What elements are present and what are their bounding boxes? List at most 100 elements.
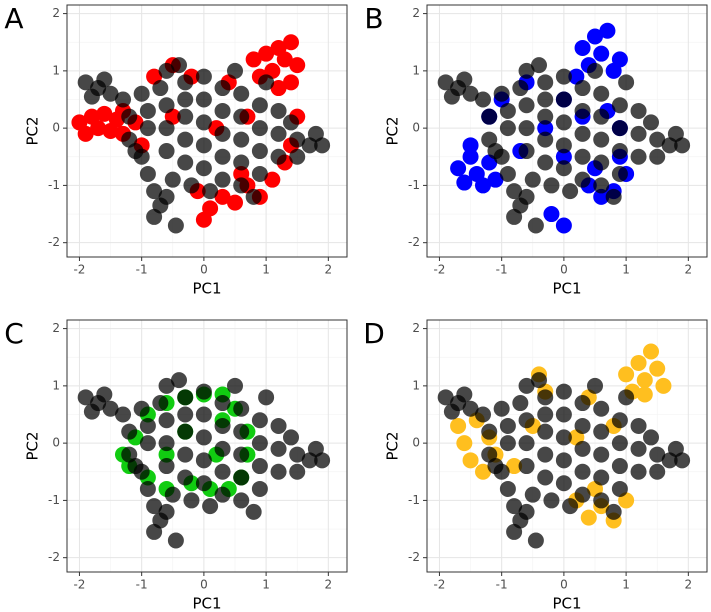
- point: [599, 22, 616, 39]
- point: [499, 102, 516, 119]
- point: [115, 91, 131, 108]
- plot-border: [426, 319, 708, 573]
- point: [630, 354, 647, 371]
- point: [195, 160, 212, 177]
- point: [593, 400, 610, 417]
- point: [183, 492, 200, 509]
- point: [167, 532, 184, 549]
- point: [593, 423, 610, 440]
- point: [555, 406, 572, 423]
- plot-border: [426, 4, 708, 258]
- point: [115, 406, 131, 423]
- points: [437, 22, 691, 234]
- point: [593, 188, 610, 205]
- x-tick-label: -2: [73, 578, 85, 592]
- point: [481, 423, 498, 440]
- point: [555, 475, 572, 492]
- point: [158, 120, 175, 137]
- point: [574, 148, 591, 165]
- point: [177, 469, 194, 486]
- point: [493, 400, 510, 417]
- x-tick-label: -2: [433, 263, 445, 277]
- x-tick-label: 2: [325, 578, 333, 592]
- x-tick-label: -1: [136, 578, 148, 592]
- point: [146, 523, 163, 540]
- point: [227, 377, 243, 394]
- point: [77, 74, 94, 91]
- point: [537, 108, 554, 125]
- point: [158, 412, 175, 429]
- point: [667, 125, 684, 142]
- point: [245, 503, 262, 520]
- x-tick-label: 0: [200, 263, 208, 277]
- point: [537, 154, 554, 171]
- x-tick-label: 0: [560, 263, 568, 277]
- point: [537, 120, 554, 137]
- point: [233, 85, 250, 102]
- x-tick-label: -1: [496, 578, 508, 592]
- point: [251, 97, 268, 114]
- point: [537, 423, 554, 440]
- y-tick-label: -2: [408, 235, 420, 249]
- point: [251, 143, 268, 160]
- point: [643, 343, 659, 360]
- point: [139, 480, 156, 497]
- point: [258, 45, 275, 62]
- point: [618, 366, 635, 383]
- point: [195, 68, 212, 85]
- point: [202, 183, 219, 200]
- plot-border: [66, 319, 348, 573]
- point: [649, 360, 666, 377]
- y-axis-label: PC2: [24, 116, 42, 145]
- x-tick-label: 1: [622, 263, 630, 277]
- plot-background: [427, 5, 707, 257]
- x-tick-label: 2: [325, 263, 333, 277]
- point: [555, 137, 572, 154]
- point: [527, 532, 544, 549]
- point: [177, 423, 194, 440]
- point: [593, 177, 610, 194]
- point: [158, 143, 175, 160]
- point: [593, 45, 610, 62]
- point: [475, 177, 491, 194]
- y-tick-label: -1: [48, 178, 60, 192]
- point: [618, 74, 635, 91]
- point: [195, 211, 212, 228]
- y-tick-label: 2: [412, 6, 420, 20]
- point: [537, 131, 554, 148]
- x-tick-label: 1: [262, 263, 270, 277]
- point: [270, 463, 287, 480]
- point: [270, 102, 287, 119]
- point: [83, 403, 100, 420]
- point: [537, 406, 554, 423]
- point: [580, 509, 597, 526]
- point: [102, 85, 119, 102]
- point: [90, 120, 107, 137]
- point: [177, 74, 194, 91]
- point: [251, 412, 268, 429]
- x-tick-label: 1: [622, 578, 630, 592]
- point: [531, 372, 547, 389]
- point: [555, 68, 572, 85]
- point: [289, 131, 306, 148]
- point: [506, 208, 523, 225]
- y-tick-label: -1: [48, 493, 60, 507]
- y-tick-label: -1: [408, 493, 420, 507]
- point: [195, 452, 212, 469]
- point: [177, 446, 194, 463]
- point: [158, 458, 175, 475]
- y-tick-label: 1: [52, 63, 60, 77]
- point: [636, 372, 653, 389]
- point: [450, 417, 467, 434]
- point: [171, 372, 187, 389]
- point: [456, 71, 473, 88]
- point: [133, 85, 150, 102]
- y-tick-label: 2: [412, 321, 420, 335]
- point: [158, 62, 175, 79]
- point: [214, 395, 231, 412]
- y-tick-label: -2: [408, 550, 420, 564]
- y-axis-label: PC2: [384, 116, 402, 145]
- point: [77, 389, 94, 406]
- point: [133, 400, 150, 417]
